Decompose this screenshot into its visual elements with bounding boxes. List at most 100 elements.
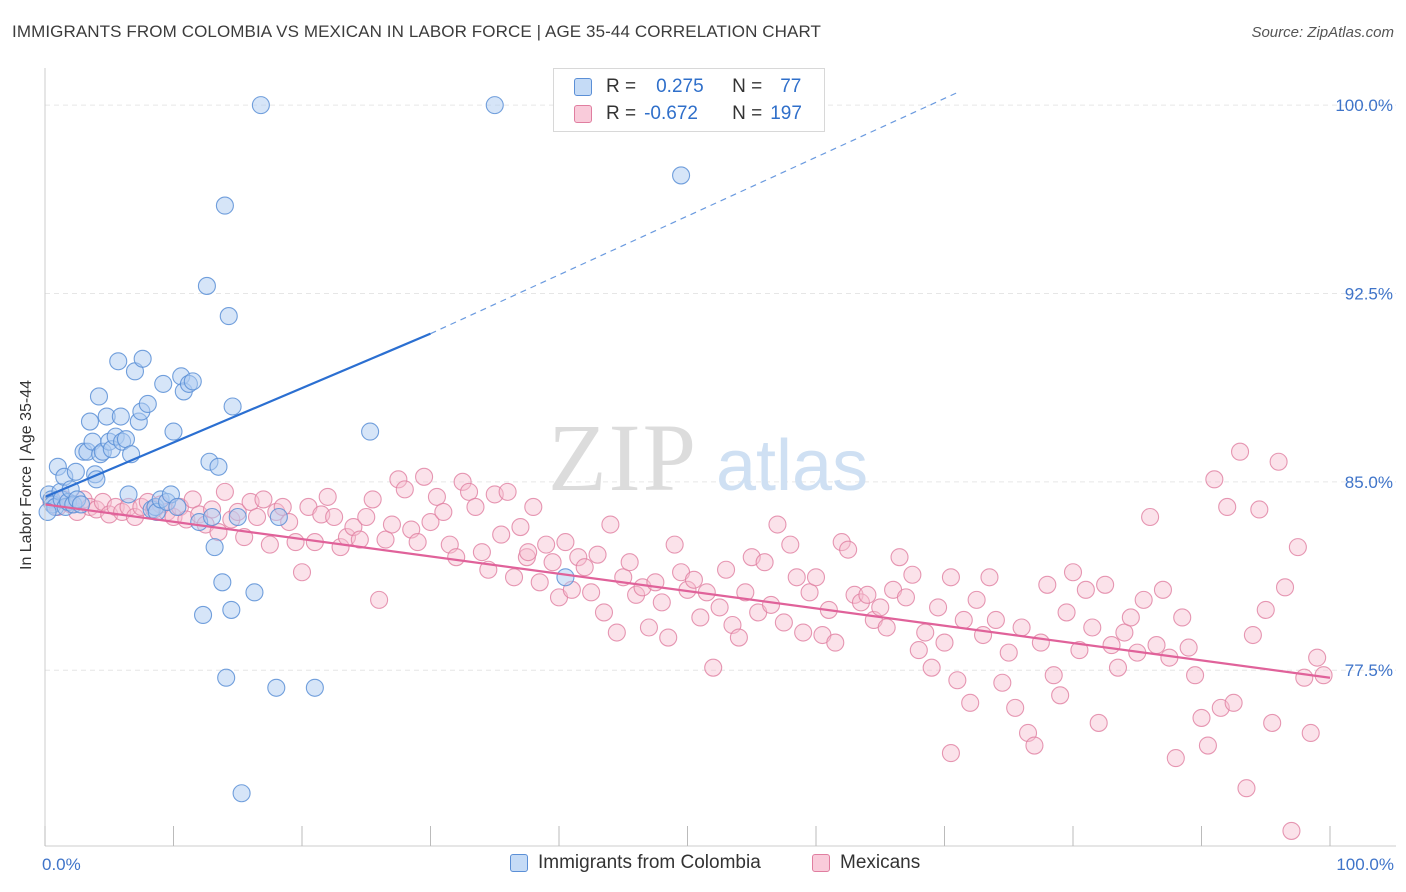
mexicans-point <box>519 543 538 562</box>
mexicans-point <box>524 497 543 517</box>
mexicans-point <box>896 588 916 607</box>
colombia-point <box>89 387 109 406</box>
mexicans-point <box>1108 658 1128 677</box>
mexicans-point <box>916 623 935 642</box>
mexicans-point <box>498 482 517 501</box>
mexicans-point <box>415 467 434 486</box>
mexicans-point <box>582 583 601 602</box>
mexicans-point <box>511 517 530 537</box>
mexicans-point <box>1256 600 1275 619</box>
colombia-point <box>215 196 234 215</box>
mexicans-point <box>575 558 594 577</box>
mexicans-point <box>620 553 639 572</box>
colombia-point <box>38 502 57 522</box>
mexicans-point <box>710 598 729 617</box>
mexicans-point <box>1044 666 1063 685</box>
colombia-point <box>217 668 236 687</box>
mexicans-point <box>652 593 671 612</box>
mexicans-point <box>556 533 575 552</box>
mexicans-point <box>453 472 472 491</box>
mexicans-point <box>1025 736 1044 755</box>
mexicans-point <box>1282 821 1301 840</box>
mexicans-point <box>569 548 588 567</box>
grid-layer <box>45 104 1396 671</box>
mexicans-point <box>395 480 414 499</box>
mexicans-point <box>941 568 960 587</box>
colombia-point <box>168 497 187 517</box>
mexicans-point <box>684 570 703 589</box>
colombia-point <box>119 485 138 504</box>
mexicans-point <box>871 598 890 617</box>
mexicans-point <box>941 744 960 763</box>
mexicans-point <box>594 603 614 622</box>
mexicans-point <box>768 515 787 534</box>
mexicans-point <box>1012 618 1031 637</box>
mexicans-point <box>1269 452 1288 471</box>
mexicans-point <box>408 533 427 552</box>
mexicans-point <box>858 585 877 604</box>
colombia-trend-extension <box>430 92 958 335</box>
mexicans-point <box>254 490 273 509</box>
mexicans-point <box>736 583 755 602</box>
mexicans-point <box>922 658 941 677</box>
mexicans-point <box>1051 686 1070 705</box>
legend-r-label: R = <box>606 103 637 124</box>
mexicans-point <box>1295 668 1314 687</box>
legend-r-value-colombia: 0.275 <box>656 76 704 97</box>
mexicans-point <box>1031 633 1050 652</box>
mexicans-point <box>1063 563 1083 582</box>
mexicans-point <box>903 565 922 584</box>
mexicans-point <box>1275 578 1295 597</box>
mexicans-point <box>504 568 524 587</box>
mexicans-point <box>376 530 395 549</box>
colombia-point <box>672 166 691 185</box>
mexicans-point <box>434 502 453 522</box>
mexicans-point <box>781 535 800 554</box>
mexicans-point <box>427 487 446 506</box>
mexicans-point <box>659 628 678 647</box>
x-tick-label: 0.0% <box>42 855 81 874</box>
mexicans-point <box>607 623 626 642</box>
mexicans-point <box>1083 618 1102 637</box>
mexicans-point <box>357 507 376 527</box>
colombia-point <box>267 678 286 697</box>
mexicans-point <box>260 535 279 554</box>
mexicans-point <box>729 628 748 647</box>
trend-lines <box>44 92 1331 679</box>
mexicans-point <box>832 533 851 552</box>
y-tick-label: 77.5% <box>1345 661 1393 680</box>
colombia-point <box>164 422 183 441</box>
mexicans-point <box>530 573 549 592</box>
stats-legend: R = 0.275 N = 77 R = -0.672 N = 197 <box>553 68 825 132</box>
mexicans-point <box>800 583 819 602</box>
colombia-point <box>305 678 324 697</box>
mexicans-point <box>1166 749 1185 768</box>
mexicans-point <box>215 482 234 501</box>
colombia-point <box>219 307 238 326</box>
mexicans-point <box>839 540 858 559</box>
colombia-point <box>223 397 242 416</box>
mexicans-point <box>639 618 659 637</box>
mexicans-point <box>986 610 1005 630</box>
colombia-point <box>116 430 136 449</box>
mexicans-point <box>1263 713 1282 732</box>
colombia-point <box>556 568 575 587</box>
mexicans-point <box>787 568 806 587</box>
mexicans-point <box>1243 625 1262 645</box>
mexicans-point <box>350 530 369 549</box>
mexicans-point <box>421 512 440 532</box>
mexicans-point <box>1096 575 1115 594</box>
mexicans-point <box>543 553 562 572</box>
mexicans-point <box>961 693 980 712</box>
mexicans-point <box>1301 723 1320 743</box>
y-tick-label: 100.0% <box>1335 96 1393 115</box>
mexicans-point <box>318 487 337 506</box>
mexicans-point <box>1192 708 1211 727</box>
mexicans-point <box>627 585 646 604</box>
mexicans-point <box>1250 500 1269 519</box>
axis-layer: 77.5% 85.0% 92.5% 100.0% 0.0% 100.0% <box>42 68 1396 874</box>
mexicans-trend-line <box>44 503 1331 679</box>
colombia-point <box>197 276 216 295</box>
mexicans-point <box>877 618 896 637</box>
